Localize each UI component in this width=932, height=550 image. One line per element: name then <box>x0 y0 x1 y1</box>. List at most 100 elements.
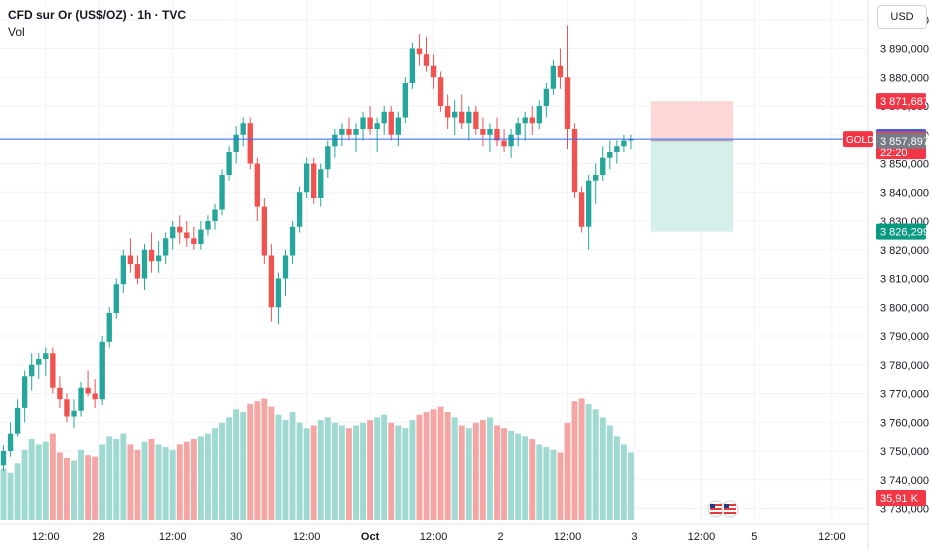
volume-bar <box>85 455 92 520</box>
flag-stripe <box>710 512 722 514</box>
volume-bar <box>430 409 437 520</box>
volume-bar <box>543 447 550 520</box>
volume-bar <box>585 403 592 520</box>
candle-body <box>564 77 571 129</box>
volume-bar <box>522 436 529 520</box>
volume-bar <box>296 422 303 520</box>
flag-stripe <box>710 504 722 506</box>
currency-button[interactable]: USD <box>877 5 927 29</box>
price-tick-label: 3 760,000 <box>880 417 929 429</box>
position-zones[interactable] <box>650 101 734 232</box>
volume-bar <box>360 422 367 520</box>
volume-bar <box>613 436 620 520</box>
time-tick-label: 12:00 <box>420 531 448 543</box>
volume-bar <box>515 433 522 520</box>
candle-body <box>339 129 345 135</box>
volume-legend: Vol <box>8 25 25 39</box>
volume-bar <box>289 412 296 520</box>
candle-body <box>416 48 423 55</box>
price-tick-label: 3 790,000 <box>880 331 929 343</box>
candle-body <box>437 77 444 106</box>
volume-bar <box>56 452 63 520</box>
candle-body <box>247 123 253 164</box>
volume-bar <box>423 412 430 520</box>
time-axis[interactable]: 12:00 28 12:00 30 12:00 Oct 12:00 2 12:00 3 12:00 5… <box>32 531 846 543</box>
us-flag-event-icon[interactable] <box>707 500 725 518</box>
volume-bar <box>353 425 359 520</box>
take-profit-zone <box>650 140 734 232</box>
candle-body <box>381 111 387 124</box>
candle-body <box>444 106 451 118</box>
candle-body <box>205 221 211 230</box>
candle-body <box>57 387 63 400</box>
time-tick-label: 3 <box>631 531 637 543</box>
volume-bar <box>324 417 331 520</box>
candle-body <box>522 117 528 124</box>
volume-bar <box>155 444 162 520</box>
volume-bar <box>620 444 627 520</box>
price-tick-label: 3 810,000 <box>880 274 929 286</box>
volume-bar <box>331 422 338 520</box>
price-badge <box>876 93 926 110</box>
candle-body <box>184 232 190 239</box>
volume-bar <box>437 406 444 520</box>
volume-bar <box>310 425 317 520</box>
candle-body <box>311 163 317 198</box>
candle-body <box>473 111 479 129</box>
time-tick-label: 28 <box>93 531 105 543</box>
volume-bar <box>63 457 70 520</box>
volume-bar <box>176 444 183 520</box>
candle-body <box>360 117 366 129</box>
symbol-badge-label: GOLD <box>846 135 874 146</box>
volume-bar <box>557 452 564 520</box>
volume-bar <box>141 441 148 520</box>
volume-bar <box>247 403 254 520</box>
candlesticks[interactable] <box>0 25 634 472</box>
volume-bar <box>197 436 204 520</box>
candle-body <box>550 65 557 89</box>
time-tick-label: 30 <box>230 531 242 543</box>
volume-bar <box>472 422 479 520</box>
symbol-badge <box>843 131 873 148</box>
candle-body <box>332 134 338 147</box>
candle-body <box>198 229 204 244</box>
volume-bar <box>0 468 7 520</box>
volume-bar <box>494 425 500 520</box>
volume-bar <box>564 422 571 520</box>
volume-bar <box>28 439 35 520</box>
us-flag-event-icon[interactable] <box>721 500 739 518</box>
candle-body <box>459 111 465 124</box>
volume-bar <box>226 417 233 520</box>
candle-body <box>614 146 620 152</box>
price-badge-label: 3 857,897 <box>880 136 929 148</box>
candle-body <box>50 353 56 388</box>
candle-body <box>367 117 373 129</box>
volume-bar <box>78 449 85 520</box>
volume-bar <box>451 417 458 520</box>
volume-bar <box>35 444 42 520</box>
volume-bar <box>536 444 543 520</box>
volume-bar <box>592 409 599 520</box>
volume-bar <box>212 428 218 520</box>
candle-body <box>487 129 493 135</box>
candle-body <box>423 54 430 66</box>
time-tick-label: 5 <box>751 531 757 543</box>
candle-body <box>578 192 585 227</box>
volume-bar <box>578 398 585 520</box>
volume-bar <box>49 433 56 520</box>
volume-bar <box>395 425 402 520</box>
volume-bar <box>282 420 289 520</box>
candle-body <box>395 117 401 135</box>
time-tick-label: 12:00 <box>293 531 321 543</box>
candle-body <box>92 393 98 400</box>
candle-body <box>148 249 155 262</box>
volume-badge-label: 35,91 K <box>880 493 919 505</box>
volume-bar <box>190 439 197 520</box>
volume-bar <box>479 420 486 520</box>
candle-body <box>177 226 183 233</box>
candle-body <box>78 387 84 411</box>
time-tick-label: 12:00 <box>818 531 846 543</box>
event-icons[interactable] <box>707 500 739 518</box>
